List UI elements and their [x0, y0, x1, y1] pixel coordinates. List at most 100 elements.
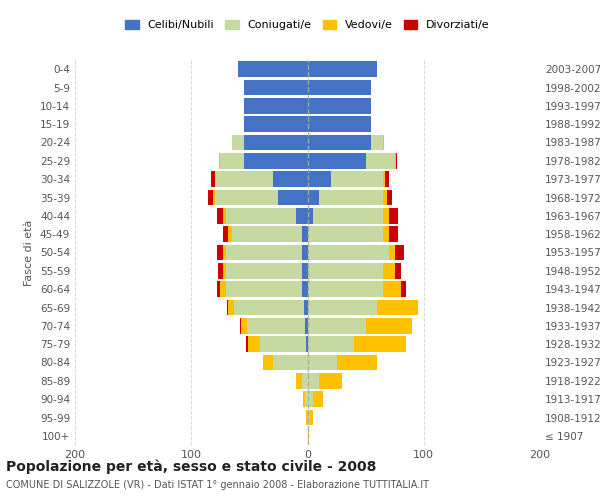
Bar [383, 134, 384, 150]
Bar [214, 190, 215, 206]
Bar [383, 172, 385, 187]
Bar [296, 208, 308, 224]
Bar [396, 153, 397, 168]
Bar [389, 244, 395, 260]
Bar [278, 190, 308, 206]
Bar [229, 226, 232, 242]
Bar [383, 263, 395, 278]
Bar [244, 116, 308, 132]
Bar [308, 190, 319, 206]
Bar [303, 392, 305, 407]
Bar [383, 226, 389, 242]
Bar [272, 354, 308, 370]
Bar [238, 62, 308, 77]
Bar [223, 244, 226, 260]
Bar [308, 80, 371, 96]
Bar [308, 172, 331, 187]
Bar [386, 190, 392, 206]
Bar [223, 208, 226, 224]
Bar [308, 116, 371, 132]
Bar [308, 318, 365, 334]
Bar [395, 244, 404, 260]
Bar [217, 282, 220, 297]
Bar [219, 153, 220, 168]
Bar [307, 336, 308, 352]
Bar [308, 98, 371, 114]
Bar [302, 282, 308, 297]
Bar [308, 62, 377, 77]
Bar [401, 282, 406, 297]
Legend: Celibi/Nubili, Coniugati/e, Vedovi/e, Divorziati/e: Celibi/Nubili, Coniugati/e, Vedovi/e, Di… [121, 16, 494, 35]
Bar [308, 134, 371, 150]
Bar [308, 282, 383, 297]
Bar [223, 226, 229, 242]
Bar [232, 134, 244, 150]
Bar [308, 373, 319, 388]
Bar [217, 208, 223, 224]
Bar [385, 172, 389, 187]
Text: Popolazione per età, sesso e stato civile - 2008: Popolazione per età, sesso e stato civil… [6, 460, 376, 474]
Bar [215, 172, 272, 187]
Text: COMUNE DI SALIZZOLE (VR) - Dati ISTAT 1° gennaio 2008 - Elaborazione TUTTITALIA.: COMUNE DI SALIZZOLE (VR) - Dati ISTAT 1°… [6, 480, 429, 490]
Bar [244, 134, 308, 150]
Bar [331, 172, 383, 187]
Bar [319, 190, 383, 206]
Bar [260, 336, 307, 352]
Bar [308, 300, 377, 316]
Bar [305, 318, 308, 334]
Bar [377, 300, 418, 316]
Bar [244, 153, 308, 168]
Bar [308, 336, 354, 352]
Bar [302, 244, 308, 260]
Bar [223, 263, 226, 278]
Bar [389, 208, 398, 224]
Bar [310, 410, 313, 426]
Bar [296, 373, 302, 388]
Bar [226, 208, 296, 224]
Y-axis label: Fasce di età: Fasce di età [25, 220, 34, 286]
Bar [244, 98, 308, 114]
Bar [215, 190, 278, 206]
Bar [365, 318, 412, 334]
Bar [307, 410, 308, 426]
Bar [227, 300, 229, 316]
Bar [240, 318, 241, 334]
Bar [247, 318, 305, 334]
Bar [395, 153, 396, 168]
Bar [365, 153, 395, 168]
Bar [371, 134, 383, 150]
Bar [218, 263, 223, 278]
Bar [308, 354, 337, 370]
Bar [308, 208, 313, 224]
Bar [395, 263, 401, 278]
Bar [263, 354, 272, 370]
Bar [246, 336, 248, 352]
Bar [313, 208, 383, 224]
Bar [229, 300, 234, 316]
Bar [354, 336, 406, 352]
Bar [308, 410, 310, 426]
Bar [383, 208, 389, 224]
Bar [304, 300, 308, 316]
Bar [217, 244, 223, 260]
Bar [232, 226, 302, 242]
Bar [313, 392, 323, 407]
Bar [226, 263, 302, 278]
Bar [234, 300, 304, 316]
Bar [302, 226, 308, 242]
Bar [302, 373, 308, 388]
Bar [208, 190, 214, 206]
Bar [220, 282, 226, 297]
Bar [302, 263, 308, 278]
Bar [220, 153, 244, 168]
Bar [389, 226, 398, 242]
Bar [305, 392, 308, 407]
Bar [272, 172, 308, 187]
Bar [337, 354, 377, 370]
Bar [383, 282, 401, 297]
Bar [226, 282, 302, 297]
Bar [308, 244, 389, 260]
Bar [308, 263, 383, 278]
Bar [244, 80, 308, 96]
Bar [308, 153, 365, 168]
